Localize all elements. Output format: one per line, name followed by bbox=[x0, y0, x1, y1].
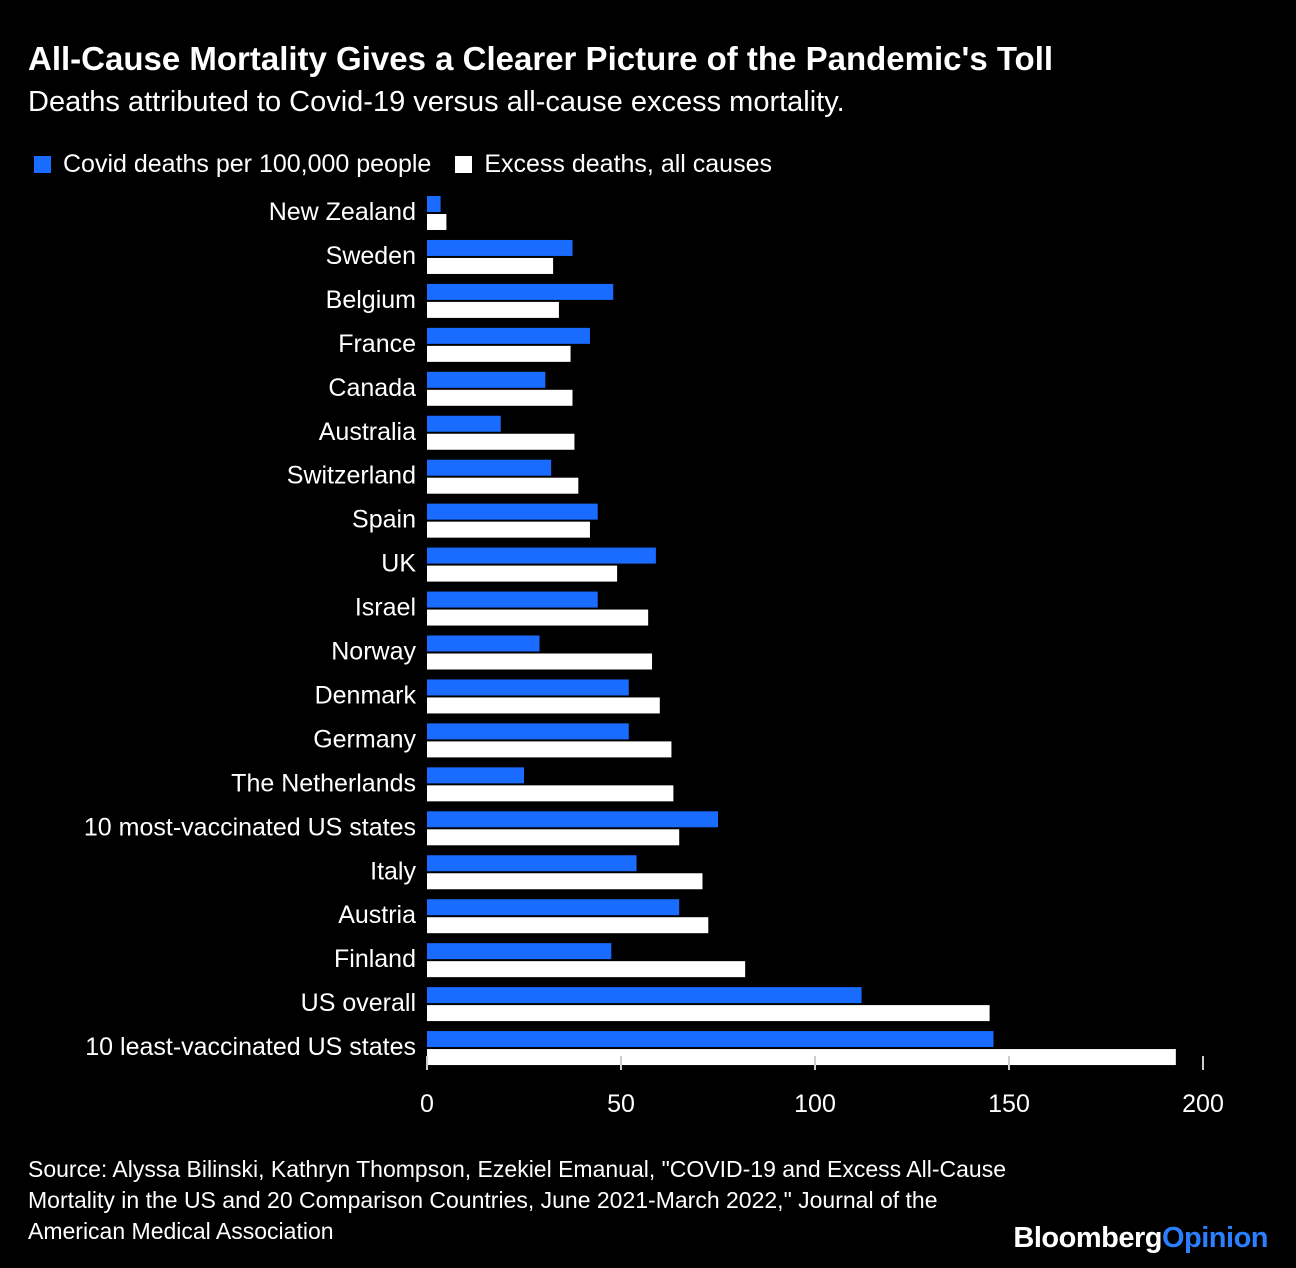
bar-excess bbox=[427, 873, 703, 890]
legend-swatch-covid bbox=[34, 156, 51, 173]
chart-title: All-Cause Mortality Gives a Clearer Pict… bbox=[28, 40, 1054, 77]
bar-covid bbox=[427, 943, 612, 960]
bar-excess bbox=[427, 917, 709, 934]
bar-covid bbox=[427, 899, 680, 916]
category-label: UK bbox=[381, 550, 416, 578]
bar-covid bbox=[427, 283, 614, 300]
category-label: Spain bbox=[352, 506, 416, 534]
category-label: 10 least-vaccinated US states bbox=[85, 1033, 416, 1061]
bar-excess bbox=[427, 653, 653, 670]
category-label: US overall bbox=[301, 989, 416, 1017]
bar-covid bbox=[427, 635, 540, 652]
bar-covid bbox=[427, 547, 656, 564]
logo-brand: Bloomberg bbox=[1013, 1222, 1162, 1254]
x-tick-label: 0 bbox=[420, 1090, 434, 1118]
category-label: France bbox=[338, 330, 416, 358]
category-label: Norway bbox=[331, 638, 416, 666]
bar-covid bbox=[427, 811, 718, 828]
bar-excess bbox=[427, 1049, 1176, 1066]
bar-excess bbox=[427, 741, 672, 758]
bar-excess bbox=[427, 565, 618, 582]
bar-excess bbox=[427, 697, 660, 714]
bar-excess bbox=[427, 785, 674, 802]
bar-covid bbox=[427, 371, 546, 388]
category-label: Finland bbox=[334, 945, 416, 973]
x-tick-label: 200 bbox=[1182, 1090, 1224, 1118]
bar-covid bbox=[427, 591, 598, 608]
bar-covid bbox=[427, 459, 552, 476]
bar-excess bbox=[427, 1005, 990, 1022]
category-label: Australia bbox=[319, 418, 416, 446]
bar-excess bbox=[427, 257, 554, 274]
bar-covid bbox=[427, 239, 573, 256]
bar-covid bbox=[427, 415, 501, 432]
legend-label-excess: Excess deaths, all causes bbox=[484, 150, 772, 178]
logo-section: Opinion bbox=[1161, 1222, 1269, 1254]
category-label: Switzerland bbox=[287, 462, 416, 490]
bar-excess bbox=[427, 345, 571, 362]
bar-covid bbox=[427, 987, 862, 1004]
bar-excess bbox=[427, 829, 680, 846]
x-tick-label: 100 bbox=[794, 1090, 836, 1118]
category-label: Israel bbox=[355, 594, 416, 622]
category-label: The Netherlands bbox=[231, 769, 416, 797]
x-tick-label: 50 bbox=[607, 1090, 635, 1118]
category-label: Germany bbox=[313, 725, 416, 753]
legend-swatch-excess bbox=[455, 156, 473, 173]
legend: Covid deaths per 100,000 people Excess d… bbox=[34, 150, 796, 179]
bar-excess bbox=[427, 961, 746, 978]
bar-excess bbox=[427, 477, 579, 494]
bar-excess bbox=[427, 301, 559, 318]
bar-covid bbox=[427, 503, 598, 520]
bar-covid bbox=[427, 767, 524, 784]
category-label: 10 most-vaccinated US states bbox=[84, 813, 416, 841]
bar-excess bbox=[427, 433, 575, 450]
bar-excess bbox=[427, 389, 573, 406]
bar-covid bbox=[427, 723, 629, 740]
category-label: Belgium bbox=[326, 286, 416, 314]
x-tick-label: 150 bbox=[988, 1090, 1030, 1118]
legend-item-covid: Covid deaths per 100,000 people bbox=[34, 150, 431, 179]
bar-covid bbox=[427, 1031, 994, 1048]
category-label: Sweden bbox=[326, 242, 416, 270]
category-label: Austria bbox=[338, 901, 416, 929]
bar-covid bbox=[427, 196, 441, 212]
source-note: Source: Alyssa Bilinski, Kathryn Thompso… bbox=[28, 1156, 1007, 1244]
category-label: Denmark bbox=[315, 681, 417, 709]
legend-label-covid: Covid deaths per 100,000 people bbox=[63, 150, 432, 178]
category-label: Canada bbox=[328, 374, 416, 402]
category-label: Italy bbox=[370, 857, 416, 885]
category-label: New Zealand bbox=[269, 198, 416, 226]
bar-covid bbox=[427, 327, 590, 344]
bar-covid bbox=[427, 679, 629, 696]
bar-excess bbox=[427, 609, 649, 626]
bloomberg-opinion-logo: BloombergOpinion bbox=[1013, 1222, 1268, 1255]
bar-excess bbox=[427, 214, 447, 230]
bar-excess bbox=[427, 521, 590, 538]
chart-subtitle: Deaths attributed to Covid-19 versus all… bbox=[28, 86, 845, 118]
legend-item-excess: Excess deaths, all causes bbox=[455, 150, 772, 179]
bar-covid bbox=[427, 855, 637, 872]
